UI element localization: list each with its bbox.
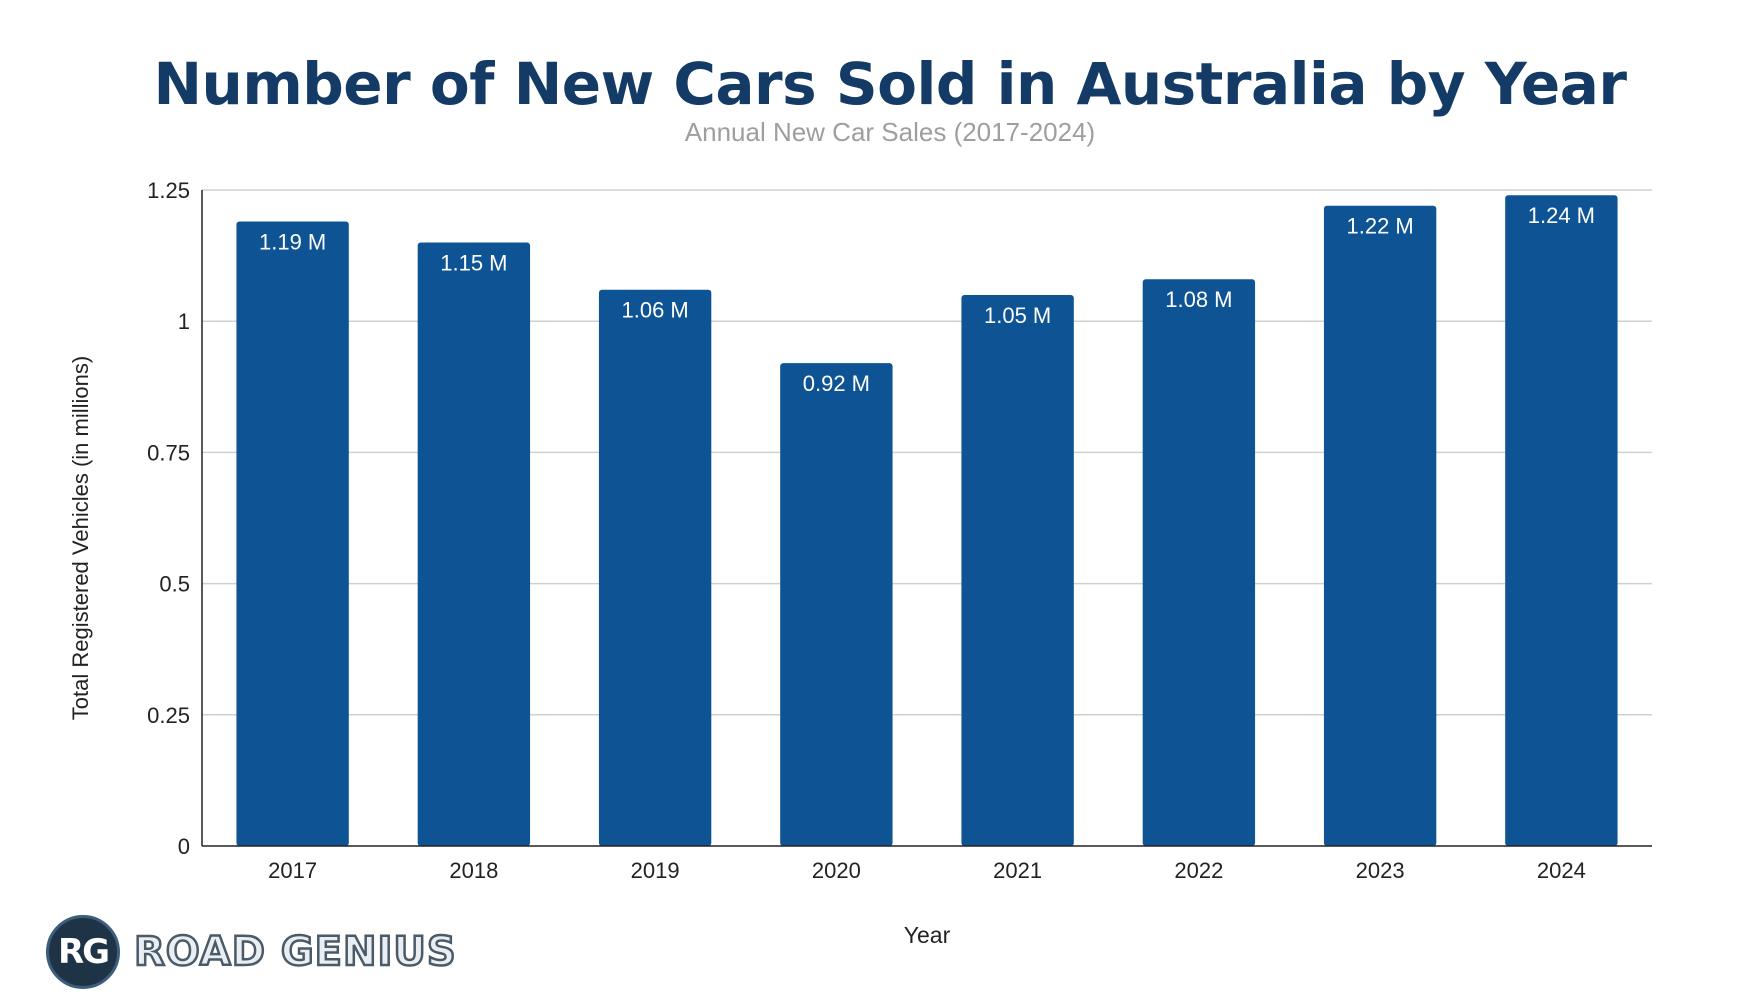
bar-2022 <box>1142 279 1256 846</box>
y-tick-label: 1 <box>178 309 190 334</box>
x-tick-label: 2020 <box>812 858 861 883</box>
data-label: 0.92 M <box>803 371 870 396</box>
data-label: 1.06 M <box>621 298 688 323</box>
y-tick-label: 0 <box>178 834 190 859</box>
bar-2023 <box>1323 205 1437 846</box>
y-tick-label: 1.25 <box>147 178 190 203</box>
bar-2020 <box>780 363 893 846</box>
y-axis-title: Total Registered Vehicles (in millions) <box>68 356 93 720</box>
road-genius-logo: RG ROAD GENIUS <box>46 912 457 992</box>
x-tick-label: 2018 <box>449 858 498 883</box>
data-label: 1.08 M <box>1165 287 1232 312</box>
data-label: 1.15 M <box>440 250 507 275</box>
bar-2021 <box>961 294 1074 847</box>
labels: 0 0.25 0.5 0.75 1 1.25 1.19 M 2017 1.15 M 2018 1.0… <box>68 178 1595 948</box>
y-tick-label: 0.25 <box>147 703 190 728</box>
x-tick-label: 2021 <box>993 858 1042 883</box>
axes <box>201 190 1652 847</box>
logo-badge-text: RG <box>57 932 110 972</box>
x-tick-label: 2019 <box>631 858 680 883</box>
bar-2019 <box>598 289 712 846</box>
x-axis-title: Year <box>904 922 951 948</box>
bar-2017 <box>236 221 349 846</box>
y-tick-label: 0.75 <box>147 440 190 465</box>
x-tick-label: 2024 <box>1537 858 1586 883</box>
chart-subtitle: Annual New Car Sales (2017-2024) <box>684 117 1096 147</box>
x-tick-label: 2023 <box>1356 858 1405 883</box>
bars <box>236 195 1618 847</box>
bar-2018 <box>417 242 531 847</box>
x-tick-label: 2017 <box>268 858 317 883</box>
data-label: 1.24 M <box>1528 203 1595 228</box>
logo-badge: RG <box>46 915 120 989</box>
logo-wordmark: ROAD GENIUS <box>133 928 457 977</box>
y-tick-label: 0.5 <box>159 572 190 597</box>
data-label: 1.05 M <box>984 303 1051 328</box>
data-label: 1.19 M <box>259 229 326 254</box>
bar-2024 <box>1505 195 1618 847</box>
chart-title: Number of New Cars Sold in Australia by … <box>153 50 1627 118</box>
x-tick-label: 2022 <box>1174 858 1223 883</box>
data-label: 1.22 M <box>1346 214 1413 239</box>
